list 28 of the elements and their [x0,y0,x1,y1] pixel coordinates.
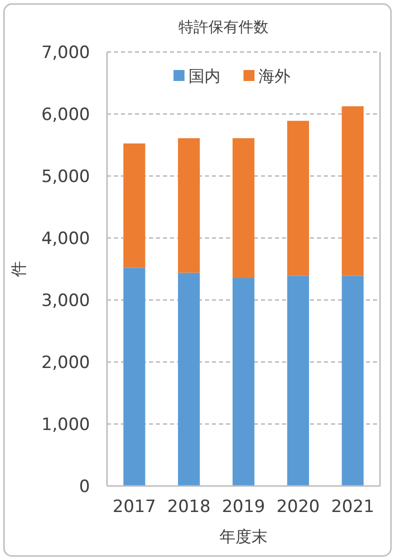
bar [123,143,146,268]
chart-title: 特許保有件数 [178,18,268,36]
bar [287,120,310,276]
bar [342,106,364,276]
y-tick-label: 7,000 [41,42,90,63]
bar [232,278,254,486]
x-axis-title: 年度末 [220,527,268,546]
legend-label: 国内 [188,66,220,86]
x-tick-label: 2020 [276,497,320,517]
y-axis-title: 件 [9,261,28,277]
y-tick-label: 4,000 [41,228,90,249]
x-tick-label: 2019 [222,497,266,517]
y-tick-label: 6,000 [41,104,90,125]
bar [178,138,200,273]
x-tick-label: 2018 [167,497,211,517]
bar [178,272,200,486]
bar [287,276,310,486]
y-tick-label: 5,000 [41,166,90,187]
y-tick-label: 1,000 [41,414,90,435]
x-tick-label: 2017 [112,497,156,517]
bar [123,268,146,486]
x-tick-label: 2021 [331,497,374,517]
y-tick-label: 0 [79,476,90,497]
bar [342,276,364,486]
legend-label: 海外 [258,66,290,86]
y-tick-label: 2,000 [41,352,90,373]
bar [232,138,254,278]
y-tick-label: 3,000 [41,290,90,311]
